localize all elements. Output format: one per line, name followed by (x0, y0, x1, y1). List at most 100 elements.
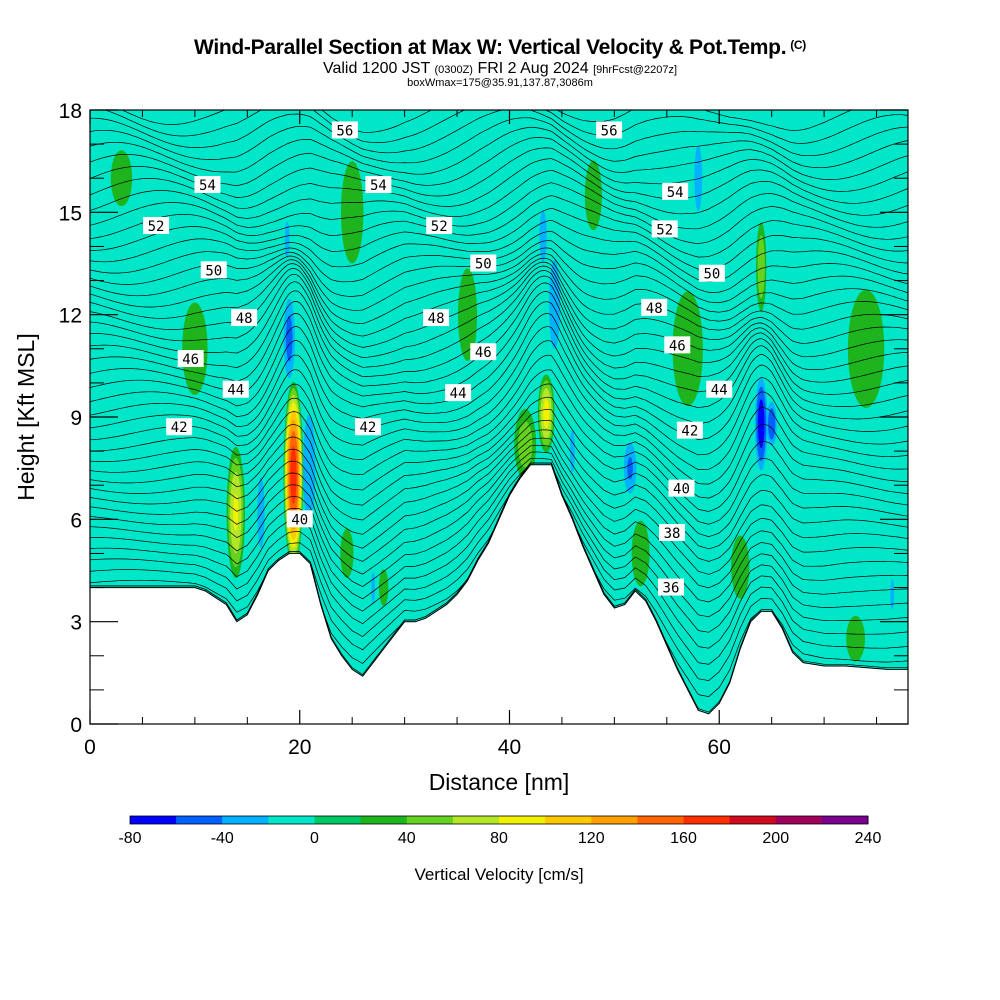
colorbar: -80 -40 0 40 80 120 160 200 240 (118, 815, 881, 847)
theta-contour-54.5 (90, 137, 908, 192)
contour-label-bg (470, 343, 497, 361)
contour-label-text: 50 (205, 263, 222, 279)
theta-contour-41.5 (90, 396, 908, 525)
theta-contour-45 (90, 301, 908, 425)
downdraft-cell-10-level--20 (371, 572, 376, 603)
contour-label-bg (651, 220, 678, 238)
contour-label-bg (676, 421, 703, 439)
theta-contour-43.5 (90, 340, 908, 470)
contour-label-46-16: 46 (664, 336, 691, 354)
theta-contour-57 (121, 110, 853, 133)
theta-contour-54 (90, 147, 908, 204)
theta-contour-44 (90, 326, 908, 456)
contour-label-44-18: 44 (445, 384, 472, 402)
colorbar-swatch-2 (222, 816, 269, 824)
x-axis-label: Distance [nm] (429, 769, 570, 795)
contour-label-44-19: 44 (706, 380, 733, 399)
contour-label-bg (286, 510, 313, 528)
contour-label-46-15: 46 (470, 343, 497, 361)
theta-contour-47.5 (90, 265, 908, 359)
theta-contour-53 (90, 169, 908, 230)
y-tick-label: 12 (59, 305, 82, 328)
contour-label-bg (698, 264, 725, 282)
x-tick-label: 40 (498, 736, 521, 759)
contour-label-text: 54 (370, 178, 387, 194)
theta-contour-56 (90, 110, 908, 157)
contour-label-bg (423, 309, 450, 327)
theta-contour-51.5 (90, 207, 908, 271)
contour-label-bg (200, 261, 227, 279)
contour-label-38-25: 38 (659, 523, 686, 542)
theta-contour-40 (90, 429, 908, 562)
contour-label-text: 48 (428, 311, 445, 327)
contour-label-text: 46 (475, 345, 492, 361)
valid-time-line: Valid 1200 JST (0300Z) FRI 2 Aug 2024 [9… (0, 60, 1000, 78)
theta-contour-47 (90, 270, 908, 370)
downdraft-cell-0-level--40 (285, 315, 293, 362)
contour-label-bg (470, 254, 497, 272)
colorbar-swatch-7 (452, 816, 500, 824)
colorbar-swatch-0 (130, 816, 177, 824)
theta-contour-46 (90, 282, 908, 395)
theta-contour-46.5 (90, 275, 908, 383)
contour-label-46-14: 46 (177, 350, 204, 368)
contour-label-bg (143, 216, 170, 234)
colorbar-tick-label: -40 (211, 830, 234, 847)
contour-label-bg (659, 523, 686, 541)
colorbar-tick-label: 120 (578, 830, 605, 847)
updraft-cell-11-level-20 (584, 160, 602, 231)
downdraft-cell-7-level--40 (627, 456, 633, 480)
colorbar-tick-label: 160 (670, 830, 697, 847)
theta-contour-39 (90, 445, 908, 589)
updraft-cell-10-level-20 (110, 150, 133, 207)
contour-label-text: 54 (667, 185, 684, 201)
contour-label-text: 56 (336, 123, 353, 139)
colorbar-tick-label: 0 (310, 830, 319, 847)
contour-label-text: 56 (601, 123, 618, 139)
theta-contour-51 (90, 219, 908, 283)
theta-contour-43 (90, 354, 908, 485)
contour-label-text: 54 (199, 178, 216, 194)
contour-label-bg (445, 384, 472, 402)
contour-label-text: 50 (703, 267, 720, 283)
theta-contour-44.5 (90, 313, 908, 440)
theta-contour-36.5 (90, 462, 908, 665)
colorbar-tick-label: -80 (118, 830, 141, 847)
theta-contour-49 (90, 253, 908, 325)
colorbar-swatch-6 (406, 816, 454, 824)
colorbar-frame (129, 815, 869, 825)
contour-label-bg (231, 309, 258, 327)
contour-label-50-9: 50 (470, 254, 497, 273)
contour-label-bg (668, 479, 695, 497)
colorbar-swatch-3 (268, 816, 315, 824)
contour-label-40-24: 40 (668, 479, 695, 498)
contour-label-bg (662, 182, 689, 200)
contour-label-text: 48 (236, 311, 253, 327)
y-axis-label: Height [Kft MSL] (13, 333, 39, 500)
y-tick-label: 3 (70, 612, 82, 635)
theta-contour-37.5 (90, 462, 908, 633)
contour-label-text: 44 (711, 383, 728, 399)
updraft-cell-4-level-40 (757, 235, 765, 299)
contour-label-text: 52 (431, 219, 448, 235)
contour-label-bg (354, 418, 381, 436)
contour-label-52-6: 52 (426, 216, 453, 235)
contour-label-bg (365, 176, 392, 194)
colorbar-tick-label: 40 (398, 830, 416, 847)
contour-label-bg (657, 578, 684, 596)
theta-contour-38.5 (90, 451, 908, 603)
colorbar-title: Vertical Velocity [cm/s] (414, 865, 583, 884)
contour-label-text: 44 (227, 383, 244, 399)
updraft-cell-17-level--40 (768, 408, 776, 440)
x-tick-label: 20 (288, 736, 311, 759)
updraft-cell-16-level-20 (846, 615, 865, 662)
theta-contour-50.5 (90, 230, 908, 293)
colorbar-swatch-9 (545, 816, 592, 824)
theta-contour-41 (90, 409, 908, 537)
y-tick-label: 18 (59, 100, 82, 123)
colorbar-swatch-8 (499, 816, 546, 824)
theta-contour-48.5 (90, 257, 908, 337)
plot-area: 56 56 54 54 54 52 52 52 50 50 50 48 48 48 46 46 46 44 44 44… (90, 110, 908, 724)
